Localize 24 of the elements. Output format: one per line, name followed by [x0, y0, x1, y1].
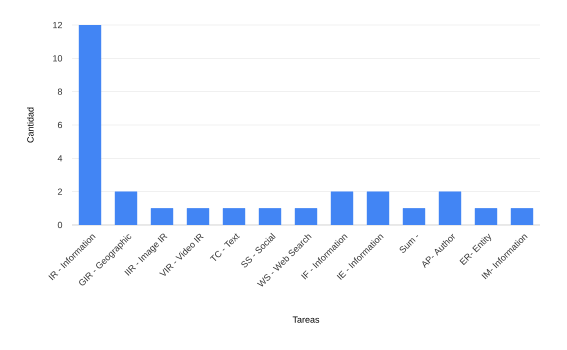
bar	[294, 208, 318, 225]
bar	[114, 191, 138, 225]
bar	[474, 208, 498, 225]
bar	[366, 191, 390, 225]
y-tick-label: 0	[58, 222, 62, 228]
x-axis-title: Tareas	[292, 316, 320, 323]
x-tick-label: TC - Text	[210, 233, 240, 261]
bar	[510, 208, 534, 225]
bar	[438, 191, 462, 225]
bar	[186, 208, 210, 225]
y-tick-label: 6	[58, 122, 62, 128]
y-tick-label: 4	[58, 155, 62, 162]
y-axis-title: Cantidad	[26, 108, 34, 143]
y-tick-label: 2	[58, 188, 62, 195]
bar	[150, 208, 174, 225]
bar	[330, 191, 354, 225]
bar	[78, 24, 102, 225]
bar	[402, 208, 426, 225]
bar	[222, 208, 246, 225]
y-tick-label: 10	[53, 55, 62, 62]
bar	[258, 208, 282, 225]
y-tick-label: 8	[58, 88, 62, 95]
y-tick-label: 12	[53, 22, 62, 28]
x-tick-label: Sum -	[400, 235, 418, 253]
